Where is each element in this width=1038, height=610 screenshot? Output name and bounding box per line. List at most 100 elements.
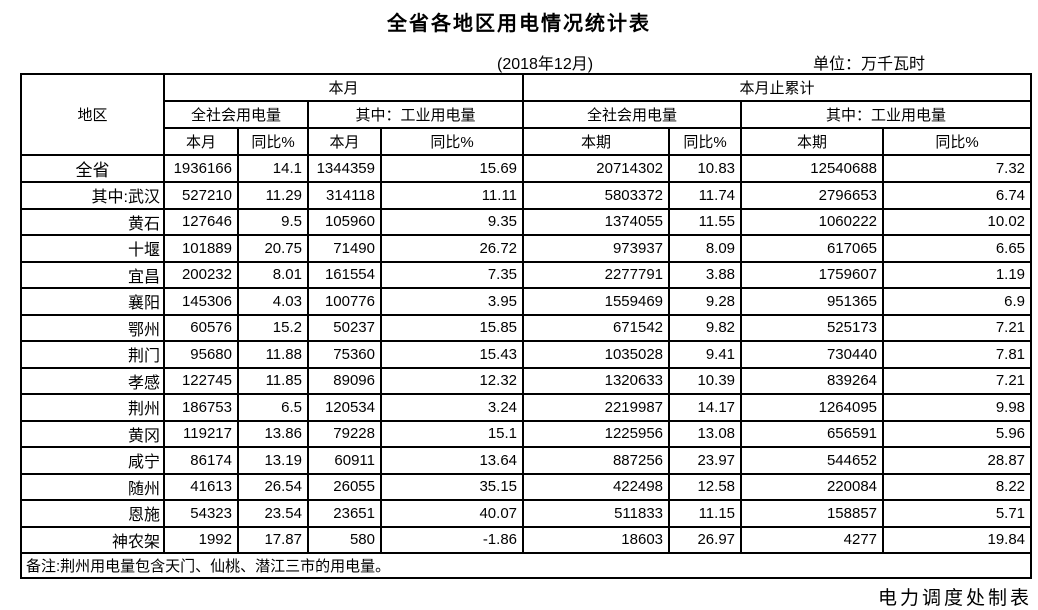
value-cell: 50237 <box>307 313 382 342</box>
value-cell: 13.19 <box>237 446 309 475</box>
value-cell: 9.41 <box>668 340 743 369</box>
table-row: 恩施 54323 23.54 23651 40.07 511833 11.15 158857 5… <box>20 499 1033 528</box>
value-cell: 158857 <box>740 499 885 528</box>
header-cumulative-total: 全社会用电量 <box>522 100 743 129</box>
region-cell: 恩施 <box>20 499 165 528</box>
value-cell: 11.85 <box>237 366 309 395</box>
value-cell: 86174 <box>163 446 239 475</box>
value-cell: 11.15 <box>668 499 743 528</box>
value-cell: 1559469 <box>522 287 671 316</box>
value-cell: 6.9 <box>882 287 1033 316</box>
header-yoy: 同比% <box>237 127 309 156</box>
value-cell: 12540688 <box>740 154 885 183</box>
value-cell: 10.83 <box>668 154 743 183</box>
value-cell: 1759607 <box>740 260 885 289</box>
value-cell: 730440 <box>740 340 885 369</box>
value-cell: 11.88 <box>237 340 309 369</box>
header-row-subgroups: 全社会用电量 其中：工业用电量 全社会用电量 其中：工业用电量 <box>21 100 1033 129</box>
electricity-usage-table: 地区 本月 本月止累计 全社会用电量 其中：工业用电量 全社会用电量 其中：工业… <box>19 73 1033 579</box>
header-yoy: 同比% <box>882 127 1033 156</box>
value-cell: 15.69 <box>379 154 525 183</box>
header-group-cumulative: 本月止累计 <box>522 73 1033 102</box>
unit-label: 单位：万千瓦时 <box>813 56 926 73</box>
value-cell: 12.32 <box>379 366 525 395</box>
value-cell: 9.98 <box>882 393 1033 422</box>
table-row: 宜昌 200232 8.01 161554 7.35 2277791 3.88 1759607… <box>20 260 1033 289</box>
value-cell: 11.11 <box>379 181 525 210</box>
value-cell: 1264095 <box>740 393 885 422</box>
value-cell: 71490 <box>307 234 382 263</box>
table-row: 全省 1936166 14.1 1344359 15.69 20714302 10.83 12… <box>20 154 1033 183</box>
value-cell: 7.21 <box>882 366 1033 395</box>
value-cell: 26.97 <box>668 525 743 554</box>
value-cell: 11.74 <box>668 181 743 210</box>
value-cell: 7.32 <box>882 154 1033 183</box>
value-cell: 79228 <box>307 419 382 448</box>
value-cell: 951365 <box>740 287 885 316</box>
header-yoy: 同比% <box>668 127 743 156</box>
value-cell: 11.29 <box>237 181 309 210</box>
value-cell: 100776 <box>307 287 382 316</box>
region-cell: 咸宁 <box>20 446 165 475</box>
table-row: 神农架 1992 17.87 580 -1.86 18603 26.97 4277 19.84 <box>20 525 1033 554</box>
value-cell: 15.43 <box>379 340 525 369</box>
value-cell: 3.24 <box>379 393 525 422</box>
header-region: 地区 <box>20 73 165 156</box>
value-cell: 6.74 <box>882 181 1033 210</box>
region-cell: 黄石 <box>20 207 165 236</box>
table-row: 咸宁 86174 13.19 60911 13.64 887256 23.97 544652 2… <box>20 446 1033 475</box>
value-cell: 422498 <box>522 472 671 501</box>
value-cell: 60911 <box>307 446 382 475</box>
value-cell: 656591 <box>740 419 885 448</box>
region-cell: 荆州 <box>20 393 165 422</box>
value-cell: 5803372 <box>522 181 671 210</box>
value-cell: 23651 <box>307 499 382 528</box>
header-month-value: 本月 <box>307 127 382 156</box>
value-cell: 26055 <box>307 472 382 501</box>
value-cell: 1035028 <box>522 340 671 369</box>
table-row: 孝感 122745 11.85 89096 12.32 1320633 10.39 83926… <box>20 366 1033 395</box>
header-cumulative-industry: 其中：工业用电量 <box>740 100 1033 129</box>
note-row: 备注:荆州用电量包含天门、仙桃、潜江三市的用电量。 <box>19 552 1033 579</box>
report-period: (2018年12月) <box>497 56 594 73</box>
value-cell: 9.82 <box>668 313 743 342</box>
value-cell: 10.39 <box>668 366 743 395</box>
value-cell: 13.86 <box>237 419 309 448</box>
region-cell: 随州 <box>20 472 165 501</box>
value-cell: 40.07 <box>379 499 525 528</box>
value-cell: 161554 <box>307 260 382 289</box>
header-month-total: 全社会用电量 <box>163 100 309 129</box>
value-cell: 54323 <box>163 499 239 528</box>
value-cell: 105960 <box>307 207 382 236</box>
value-cell: 6.65 <box>882 234 1033 263</box>
value-cell: 15.85 <box>379 313 525 342</box>
value-cell: 2277791 <box>522 260 671 289</box>
table-row: 其中:武汉 527210 11.29 314118 11.11 5803372 11.74 2… <box>20 181 1033 210</box>
value-cell: 26.54 <box>237 472 309 501</box>
value-cell: 1344359 <box>307 154 382 183</box>
region-cell: 全省 <box>20 154 165 183</box>
value-cell: 4277 <box>740 525 885 554</box>
table-row: 黄石 127646 9.5 105960 9.35 1374055 11.55 1060222… <box>20 207 1033 236</box>
header-row-groups: 地区 本月 本月止累计 <box>20 73 1033 156</box>
value-cell: 1374055 <box>522 207 671 236</box>
value-cell: 544652 <box>740 446 885 475</box>
table-row: 荆州 186753 6.5 120534 3.24 2219987 14.17 1264095… <box>20 393 1033 422</box>
value-cell: 5.96 <box>882 419 1033 448</box>
value-cell: 314118 <box>307 181 382 210</box>
value-cell: 7.21 <box>882 313 1033 342</box>
value-cell: 120534 <box>307 393 382 422</box>
value-cell: 2219987 <box>522 393 671 422</box>
value-cell: 7.81 <box>882 340 1033 369</box>
page-title: 全省各地区用电情况统计表 <box>387 13 651 35</box>
value-cell: 20.75 <box>237 234 309 263</box>
value-cell: 23.54 <box>237 499 309 528</box>
value-cell: 89096 <box>307 366 382 395</box>
value-cell: 1992 <box>163 525 239 554</box>
value-cell: 973937 <box>522 234 671 263</box>
value-cell: 10.02 <box>882 207 1033 236</box>
region-cell: 鄂州 <box>20 313 165 342</box>
region-cell: 荆门 <box>20 340 165 369</box>
value-cell: -1.86 <box>379 525 525 554</box>
